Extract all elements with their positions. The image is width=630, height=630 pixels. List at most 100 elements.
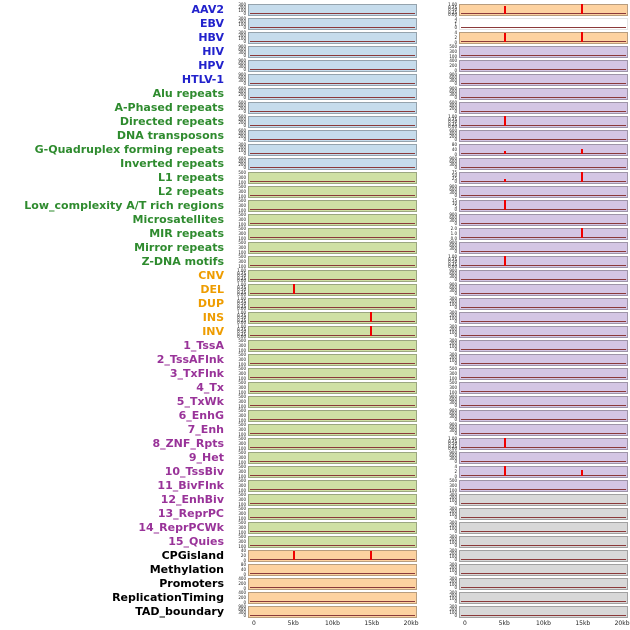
- y-tick-label: 300: [238, 356, 246, 362]
- y-tick-label: 0: [454, 25, 457, 31]
- y-tick-label: 200: [449, 327, 457, 333]
- y-tick-label: 300: [449, 338, 457, 343]
- signal-track-left: [248, 130, 417, 142]
- signal-track-left: [248, 32, 417, 44]
- signal-track-right: [459, 46, 628, 58]
- figure-row: 14_ReprPCWk 500 300 100 300 200 100 0: [2, 521, 630, 535]
- signal-track-right: [459, 396, 628, 408]
- signal-track-right: [459, 284, 628, 296]
- y-tick-label: 300: [449, 384, 457, 390]
- signal-track-right: [459, 382, 628, 394]
- y-tick-label: 100: [238, 249, 246, 255]
- y-tick-label: 200: [449, 565, 457, 571]
- y-axis-ticks-right: 300 200 100 0: [439, 353, 459, 366]
- y-tick-label: 0.00: [237, 306, 246, 311]
- y-tick-label: 200: [449, 134, 457, 140]
- y-axis-ticks-right: 900 600 300 0: [439, 395, 459, 408]
- signal-baseline: [461, 559, 626, 560]
- y-tick-label: 200: [238, 5, 246, 11]
- y-tick-label: 900: [449, 212, 457, 217]
- figure-row: CPGisland 40 20 0 300 200 100 0: [2, 549, 630, 563]
- y-tick-label: 300: [238, 174, 246, 180]
- signal-baseline: [461, 251, 626, 252]
- figure-row: 15_Quies 500 300 100 300 200 100 0: [2, 535, 630, 549]
- y-tick-label: 0: [454, 473, 457, 479]
- y-axis-ticks-right: 300 200 100 0: [439, 324, 459, 338]
- y-tick-label: 0.75: [448, 256, 457, 262]
- signal-baseline: [250, 335, 415, 336]
- y-tick-label: 100: [449, 302, 457, 308]
- signal-baseline: [461, 573, 626, 574]
- y-tick-label: 0.25: [448, 443, 457, 449]
- y-tick-label: 0.00: [237, 278, 246, 283]
- x-tick-label: 5kb: [287, 620, 299, 627]
- y-tick-label: 200: [238, 594, 246, 600]
- y-tick-label: 500: [238, 212, 246, 217]
- y-tick-label: 300: [449, 400, 457, 406]
- y-tick-label: 100: [238, 179, 246, 185]
- y-tick-label: 0.75: [448, 116, 457, 122]
- y-tick-label: 300: [238, 216, 246, 222]
- y-tick-label: 200: [449, 579, 457, 585]
- y-tick-label: 600: [238, 128, 246, 133]
- y-tick-label: 1.00: [448, 254, 457, 259]
- y-tick-label: 0: [454, 347, 457, 353]
- y-axis-ticks-left: 500 300 100: [228, 409, 248, 422]
- y-axis-ticks-right: 900 600 300 0: [439, 451, 459, 464]
- y-tick-label: 1.00: [237, 310, 246, 315]
- y-axis-ticks-left: 500 300 100: [228, 381, 248, 395]
- y-tick-label: 500: [238, 184, 246, 189]
- y-axis-ticks-left: 500 300 100: [228, 352, 248, 366]
- y-tick-label: 300: [238, 398, 246, 404]
- signal-track-right: [459, 564, 628, 576]
- signal-track-left: [248, 508, 417, 520]
- signal-baseline: [461, 41, 626, 42]
- signal-baseline: [250, 377, 415, 378]
- y-tick-label: 300: [238, 538, 246, 544]
- signal-baseline: [250, 223, 415, 224]
- y-axis-ticks-right: 900 600 300 0: [439, 185, 459, 198]
- y-tick-label: 0: [243, 613, 246, 619]
- signal-baseline: [461, 153, 626, 154]
- signal-track-right: [459, 32, 628, 44]
- y-tick-label: 100: [449, 375, 457, 381]
- row-label: 12_EnhBiv: [160, 493, 224, 506]
- figure-row: CNV 1.00 0.75 0.50 0.25 0.00 900 600 300 0: [2, 269, 630, 283]
- row-label: L2 repeats: [158, 185, 224, 198]
- y-tick-label: 300: [449, 324, 457, 329]
- row-label: 15_Quies: [168, 535, 224, 548]
- figure-row: AAV2 300 200 100 0 1.00 0.75 0.50 0.25 0.00: [2, 3, 630, 17]
- y-tick-label: 0: [243, 557, 246, 563]
- y-tick-label: 100: [449, 344, 457, 350]
- y-tick-label: 400: [238, 159, 246, 165]
- y-tick-label: 4: [454, 464, 457, 469]
- y-tick-label: 0: [454, 557, 457, 563]
- y-tick-label: 0.50: [448, 119, 457, 124]
- figure-row: 9_Het 500 300 100 900 600 300 0: [2, 451, 630, 465]
- signal-baseline: [461, 349, 626, 350]
- y-tick-label: 100: [449, 526, 457, 532]
- y-tick-label: 0.25: [448, 121, 457, 127]
- signal-baseline: [250, 97, 415, 98]
- signal-track-right: [459, 214, 628, 226]
- row-label: 9_Het: [188, 451, 224, 464]
- row-label: INS: [202, 311, 224, 324]
- signal-track-right: [459, 466, 628, 478]
- y-tick-label: 300: [449, 310, 457, 315]
- signal-track-left: [248, 158, 417, 170]
- y-tick-label: 500: [238, 352, 246, 357]
- signal-track-left: [248, 480, 417, 492]
- signal-track-right: [459, 522, 628, 534]
- figure-row: 6_EnhG 500 300 100 900 600 300 0: [2, 409, 630, 423]
- y-axis-ticks-right: 600 400 200 0: [439, 129, 459, 142]
- figure-row: G-Quadruplex forming repeats 300 200 100 0 80…: [2, 143, 630, 157]
- signal-baseline: [461, 27, 626, 28]
- y-tick-label: 200: [238, 134, 246, 140]
- y-tick-label: 100: [238, 389, 246, 395]
- signal-baseline: [250, 279, 415, 280]
- row-label: HPV: [198, 59, 224, 72]
- y-tick-label: 300: [449, 604, 457, 609]
- y-axis-ticks-left: 600 400 200 0: [228, 128, 248, 142]
- signal-baseline: [461, 601, 626, 602]
- row-label: 7_Enh: [187, 423, 224, 436]
